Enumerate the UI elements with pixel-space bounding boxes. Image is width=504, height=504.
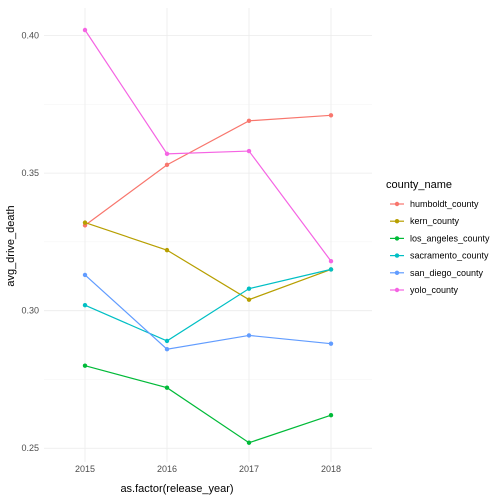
x-axis-ticks: 2015 2016 2017 2018 (75, 464, 341, 474)
data-point-sacramento_county (164, 338, 170, 344)
data-point-san_diego_county (328, 341, 334, 346)
data-point-sacramento_county (82, 302, 88, 308)
legend-label: yolo_county (410, 285, 459, 295)
series-line-kern_county (84, 222, 332, 301)
y-tick-label: 0.40 (21, 31, 39, 41)
x-tick-label: 2018 (321, 464, 341, 474)
series-line-sacramento_county (84, 268, 332, 342)
legend-label: kern_county (410, 216, 460, 226)
legend-item-san_diego_county: san_diego_county (390, 268, 484, 278)
legend-item-humboldt_county: humboldt_county (390, 199, 479, 209)
data-point-yolo_county (164, 151, 170, 157)
y-tick-label: 0.25 (21, 443, 39, 453)
legend-label: los_angeles_county (410, 233, 490, 243)
series-line-los_angeles_county (84, 365, 332, 444)
y-axis-title: avg_drive_death (5, 205, 17, 286)
data-point-kern_county (246, 297, 252, 302)
data-point-sacramento_county (328, 267, 334, 272)
legend-key-point (394, 236, 400, 241)
x-tick-label: 2017 (239, 464, 259, 474)
legend-label: humboldt_county (410, 199, 479, 209)
y-tick-label: 0.30 (21, 306, 39, 316)
x-axis-title: as.factor(release_year) (120, 483, 233, 495)
series-line-humboldt_county (84, 114, 332, 226)
legend-label: sacramento_county (410, 251, 489, 261)
legend-title: county_name (386, 179, 452, 191)
series-points (82, 27, 334, 445)
x-tick-label: 2016 (157, 464, 177, 474)
data-point-humboldt_county (164, 162, 170, 168)
y-axis-ticks: 0.25 0.30 0.35 0.40 (21, 31, 39, 454)
legend-key-point (394, 270, 400, 275)
legend-item-sacramento_county: sacramento_county (390, 251, 489, 261)
legend-key-point (394, 219, 400, 224)
data-point-sacramento_county (246, 286, 252, 291)
series-line-yolo_county (84, 29, 332, 262)
data-point-los_angeles_county (164, 385, 170, 390)
y-tick-label: 0.35 (21, 168, 39, 178)
data-point-san_diego_county (246, 333, 252, 338)
series-line-san_diego_county (84, 274, 332, 350)
legend-item-kern_county: kern_county (390, 216, 460, 226)
data-point-los_angeles_county (246, 440, 252, 445)
data-point-yolo_county (82, 27, 88, 33)
legend-key-point (394, 287, 400, 293)
legend-item-los_angeles_county: los_angeles_county (390, 233, 490, 243)
legend-label: san_diego_county (410, 268, 484, 278)
data-point-yolo_county (246, 148, 252, 154)
data-point-humboldt_county (246, 118, 252, 124)
data-point-yolo_county (328, 258, 334, 264)
x-tick-label: 2015 (75, 464, 95, 474)
legend-key-point (394, 201, 400, 207)
data-point-kern_county (164, 247, 170, 253)
grid (44, 8, 372, 462)
data-point-los_angeles_county (328, 413, 334, 418)
data-point-san_diego_county (164, 346, 170, 352)
legend-key-point (394, 253, 400, 258)
series-lines (84, 29, 332, 444)
data-point-los_angeles_county (82, 363, 88, 368)
data-point-kern_county (82, 220, 88, 225)
legend: county_name humboldt_county kern_countylo… (386, 179, 490, 295)
data-point-humboldt_county (328, 113, 334, 118)
data-point-san_diego_county (82, 272, 88, 278)
legend-item-yolo_county: yolo_county (390, 285, 459, 295)
